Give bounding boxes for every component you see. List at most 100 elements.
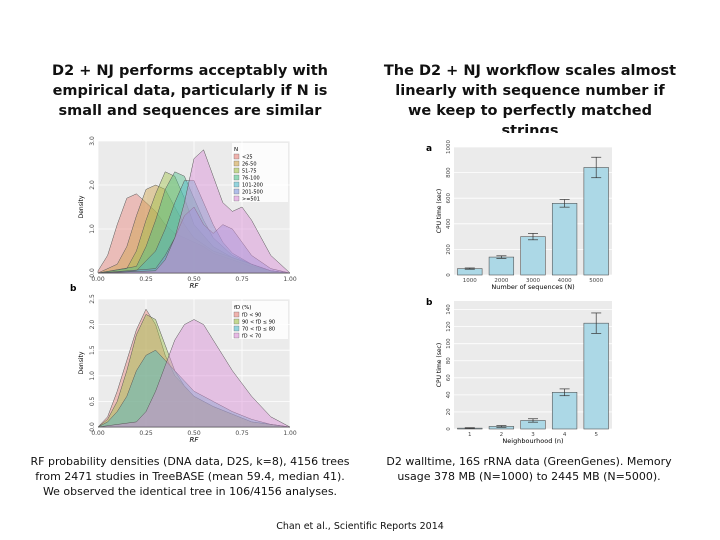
x-tick-label: 1.00 — [283, 276, 297, 283]
legend-swatch — [233, 195, 240, 202]
x-tick-label: 2 — [500, 432, 504, 438]
x-tick-label: 0.75 — [235, 430, 249, 437]
right-title: The D2 + NJ workflow scales almost linea… — [383, 63, 677, 139]
bar — [488, 256, 515, 276]
density-area — [97, 180, 291, 274]
y-tick-label: 60 — [446, 374, 452, 381]
legend-entry: fD < 70 — [242, 334, 261, 340]
density-area — [97, 193, 291, 274]
x-tick-label: 0.00 — [91, 430, 105, 437]
panel-letter: a — [426, 144, 432, 154]
legend-title: N — [234, 147, 238, 153]
legend-entry: 76-100 — [242, 176, 260, 182]
x-tick-label: 2000 — [494, 278, 508, 284]
x-tick-label: 1000 — [463, 278, 477, 284]
x-tick-label: 0.50 — [187, 276, 201, 283]
legend-swatch — [233, 188, 240, 195]
left-caption: RF probability densities (DNA data, D2S,… — [30, 454, 350, 499]
density-area — [97, 349, 291, 428]
x-tick-label: 5 — [594, 432, 598, 438]
y-tick-label: 2.0 — [89, 180, 96, 190]
y-tick-label: 20 — [446, 408, 452, 415]
legend-swatch — [233, 318, 240, 325]
y-tick-label: 100 — [446, 338, 452, 349]
y-axis-label: Density — [78, 351, 85, 374]
panel-letter: b — [70, 284, 77, 294]
x-tick-label: 0.25 — [139, 276, 153, 283]
right-caption-line-1: D2 walltime, 16S rRNA data (GreenGenes).… — [386, 455, 672, 468]
x-tick-label: 0.75 — [235, 276, 249, 283]
x-tick-label: 0.50 — [187, 430, 201, 437]
left-caption-line-1: RF probability densities (DNA data, D2S,… — [30, 455, 350, 468]
y-tick-label: 40 — [446, 391, 452, 398]
y-axis-label: CPU time (sec) — [436, 189, 443, 233]
right-caption: D2 walltime, 16S rRNA data (GreenGenes).… — [376, 454, 682, 484]
x-axis-label: RF — [190, 282, 200, 290]
x-axis-label: Neighbourhood (n) — [502, 437, 563, 445]
legend-swatch — [233, 181, 240, 188]
bar — [551, 392, 578, 430]
y-tick-label: 0.0 — [89, 268, 96, 278]
y-axis-label: CPU time (sec) — [436, 343, 443, 387]
y-tick-label: 0 — [446, 273, 452, 277]
bar-panel-a: a 0 200 400 600 800 1000 1000 2000 3000 4000 5000 Nu… — [426, 140, 612, 291]
panel-letter: b — [426, 298, 433, 308]
left-caption-line-2: from 2471 studies in TreeBASE (mean 59.4… — [35, 470, 345, 483]
density-area — [97, 206, 291, 274]
y-tick-label: 1.5 — [89, 345, 96, 355]
citation: Chan et al., Scientific Reports 2014 — [276, 521, 444, 532]
density-figure: a 0.00 0.25 0.50 0.75 1.00 0.0 1.0 2.0 3.0 RF Densi… — [64, 133, 302, 445]
legend-entry: 51-75 — [242, 169, 257, 175]
legend-entry: 70 < fD ≤ 80 — [242, 327, 275, 333]
y-tick-label: 600 — [446, 192, 452, 203]
legend-swatch — [233, 167, 240, 174]
y-tick-label: 140 — [446, 304, 452, 315]
x-axis-label: Number of sequences (N) — [491, 283, 574, 291]
density-panel-a: a 0.00 0.25 0.50 0.75 1.00 0.0 1.0 2.0 3.0 RF Densi… — [70, 133, 297, 290]
x-tick-label: 3 — [531, 432, 535, 438]
y-tick-label: 2.0 — [89, 320, 96, 330]
y-tick-label: 120 — [446, 321, 452, 332]
x-tick-label: 4 — [563, 432, 567, 438]
y-tick-label: 400 — [446, 218, 452, 229]
bar — [520, 236, 546, 276]
legend-title: fD (%) — [234, 305, 251, 311]
y-tick-label: 0 — [446, 427, 452, 431]
legend-swatch — [233, 332, 240, 339]
x-tick-label: 1 — [468, 432, 472, 438]
legend-entry: <25 — [242, 155, 253, 161]
legend-swatch — [233, 174, 240, 181]
density-area — [97, 149, 291, 274]
y-tick-label: 0.5 — [89, 396, 96, 406]
legend-entry: 26-50 — [242, 162, 257, 168]
y-tick-label: 800 — [446, 167, 452, 178]
x-tick-label: 5000 — [589, 278, 603, 284]
x-tick-label: 0.00 — [91, 276, 105, 283]
y-tick-label: 0.0 — [89, 422, 96, 432]
legend-entry: >=501 — [242, 197, 260, 203]
left-caption-line-3: We observed the identical tree in 106/41… — [42, 485, 338, 498]
legend-swatch — [233, 325, 240, 332]
bar — [583, 167, 609, 276]
legend-entry: fD < 90 — [242, 313, 261, 319]
y-tick-label: 1.0 — [89, 224, 96, 234]
panel-letter: a — [70, 133, 76, 136]
right-caption-line-2: usage 378 MB (N=1000) to 2445 MB (N=5000… — [397, 470, 661, 483]
legend-background — [232, 143, 288, 202]
bar — [551, 203, 578, 276]
y-tick-label: 200 — [446, 244, 452, 255]
y-tick-label: 1.0 — [89, 371, 96, 381]
legend-entry: 201-500 — [242, 190, 263, 196]
x-tick-label: 3000 — [526, 278, 540, 284]
y-axis-label: Density — [78, 195, 85, 218]
y-tick-label: 3.0 — [89, 136, 96, 146]
legend-entry: 101-200 — [242, 183, 263, 189]
x-axis-label: RF — [190, 436, 200, 444]
density-panel-b: b 0.00 0.25 0.50 0.75 1.00 0.0 0.5 1.0 1.5 2.0 2.5 R… — [70, 284, 297, 444]
x-tick-label: 0.25 — [139, 430, 153, 437]
x-tick-label: 4000 — [558, 278, 572, 284]
bar-panel-b: b 0 20 40 60 80 100 120 140 1 2 3 4 5 Neighbourhood (n… — [426, 298, 612, 445]
